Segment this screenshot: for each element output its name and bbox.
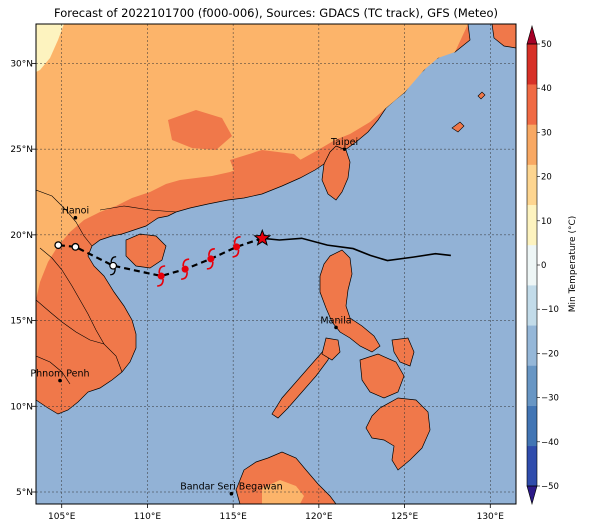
- city-marker: [334, 325, 338, 330]
- colorbar-tick-label: 20: [541, 173, 552, 183]
- tc-forecast-point-depression: [54, 241, 63, 250]
- colorbar-segment: [527, 204, 537, 246]
- colorbar-segment: [527, 124, 537, 165]
- city-label: Phnom Penh: [30, 369, 89, 380]
- map-title: Forecast of 2022101700 (f000-006), Sourc…: [54, 6, 498, 20]
- colorbar-min-extend: [526, 485, 538, 506]
- colorbar-segment: [527, 164, 537, 206]
- colorbar-segment: [527, 445, 537, 487]
- lon-tick-label: 105°E: [48, 512, 76, 522]
- map-frame: [35, 23, 517, 505]
- city-label: Bandar Seri Begawan: [180, 482, 282, 493]
- axis-ticks: 105°E 110°E 115°E 120°E 125°E 130°E 5°N 10°N 15°…: [10, 59, 504, 522]
- colorbar-tick-label: −50: [541, 482, 559, 492]
- storm-icon-arm: [110, 256, 117, 263]
- taiwan: [321, 145, 351, 201]
- lon-tick-label: 120°E: [305, 512, 333, 522]
- city-marker: [73, 215, 78, 220]
- colorbar-tick-label: −10: [541, 305, 559, 315]
- city-label: Hanoi: [62, 206, 89, 217]
- tc-history-track: [262, 237, 451, 262]
- colorbar-tick-label: 0: [541, 261, 546, 271]
- lat-tick-label: 5°N: [16, 488, 33, 498]
- depression-icon: [54, 241, 63, 250]
- tc-track-layer: [54, 228, 451, 287]
- samar: [391, 337, 415, 367]
- storm-icon-core: [109, 261, 118, 270]
- tc-forecast-point-storm: [109, 256, 118, 276]
- typhoon-icon-arm: [232, 249, 240, 258]
- depression-icon: [71, 242, 80, 251]
- colorbar-tick-label: 30: [541, 128, 552, 138]
- borneo: [235, 451, 337, 504]
- city-labels: Hanoi Taipei Manila Phnom Penh Bandar Seri B…: [30, 137, 358, 496]
- colorbar-segment: [527, 365, 537, 406]
- city-marker: [58, 378, 62, 383]
- tc-forecast-point-depression: [71, 242, 80, 251]
- city-marker: [229, 491, 234, 496]
- typhoon-icon-arm: [181, 272, 188, 280]
- city-label: Manila: [320, 315, 351, 326]
- lat-tick-label: 20°N: [10, 231, 33, 241]
- lat-tick-label: 15°N: [10, 317, 33, 327]
- highland-zone: [36, 24, 64, 72]
- ryukyu-islands: [451, 91, 486, 133]
- luzon: [319, 249, 381, 353]
- mindoro: [321, 337, 341, 361]
- tc-forecast-point-typhoon: [232, 236, 241, 258]
- lon-tick-label: 115°E: [219, 512, 247, 522]
- lat-tick-label: 10°N: [10, 402, 33, 412]
- colorbar-tick-label: −30: [541, 394, 559, 404]
- colorbar-tick-label: −20: [541, 349, 559, 359]
- typhoon-icon-arm: [233, 236, 241, 244]
- tc-forecast-track: [58, 237, 263, 278]
- country-borders: [36, 189, 177, 385]
- colorbar-segment: [527, 325, 537, 366]
- kyushu-corner: [491, 24, 516, 49]
- colorbar-tick-label: 10: [541, 217, 552, 227]
- tc-forecast-point-typhoon: [181, 258, 190, 280]
- tc-forecast-symbols: [54, 236, 241, 287]
- colorbar-segment: [527, 244, 537, 286]
- visayas: [359, 353, 405, 399]
- lat-tick-label: 25°N: [10, 145, 33, 155]
- storm-icon-arm: [110, 268, 116, 276]
- city-label: Taipei: [330, 137, 358, 148]
- typhoon-icon-arm: [182, 258, 190, 267]
- map-gridlines: [36, 24, 516, 504]
- borneo-warm: [262, 480, 304, 504]
- colorbar-tick-label: −40: [541, 438, 559, 448]
- colorbar-tick-label: 50: [541, 40, 552, 50]
- colorbar-segment: [527, 405, 537, 447]
- lon-tick-label: 125°E: [391, 512, 419, 522]
- tc-current-position-star: [253, 228, 272, 246]
- typhoon-icon-core: [181, 265, 189, 273]
- warm-patch-central: [168, 110, 232, 150]
- typhoon-icon-arm: [206, 261, 214, 270]
- typhoon-icon-arm: [157, 278, 164, 287]
- colorbar-label: Min Temperature (°C): [568, 216, 578, 313]
- city-marker: [342, 147, 347, 151]
- colorbar: −50 −40 −30 −20 −10 0 10 20 30 40 50: [526, 24, 559, 506]
- typhoon-icon-arm: [208, 248, 215, 256]
- lon-tick-label: 130°E: [477, 512, 505, 522]
- landmass-layer: [36, 24, 516, 504]
- colorbar-segment: [527, 44, 537, 85]
- typhoon-icon-core: [157, 272, 165, 280]
- lon-tick-label: 110°E: [134, 512, 162, 522]
- lat-tick-label: 30°N: [10, 59, 33, 69]
- tc-forecast-point-typhoon: [206, 248, 215, 270]
- typhoon-icon-arm: [158, 265, 166, 274]
- typhoon-icon-core: [233, 243, 241, 251]
- colorbar-segment: [527, 285, 537, 326]
- colorbar-tick-label: 40: [541, 84, 552, 94]
- typhoon-icon-core: [207, 255, 215, 263]
- mindanao: [365, 397, 431, 471]
- colorbar-max-extend: [526, 24, 538, 45]
- colorbar-segment: [527, 84, 537, 125]
- warm-patch-south: [230, 150, 310, 188]
- tc-forecast-point-typhoon: [157, 265, 166, 287]
